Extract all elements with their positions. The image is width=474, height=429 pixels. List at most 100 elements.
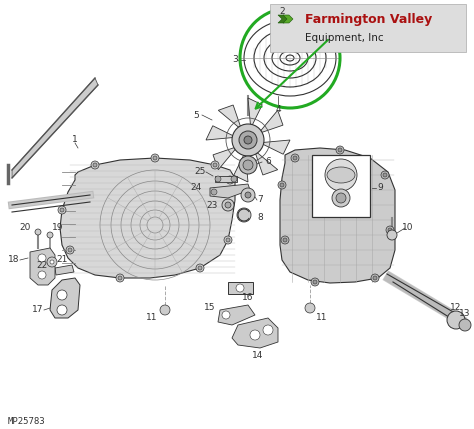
Circle shape [38, 271, 46, 279]
Text: 12: 12 [450, 303, 462, 312]
Circle shape [336, 146, 344, 154]
Circle shape [66, 246, 74, 254]
Circle shape [241, 188, 255, 202]
Polygon shape [280, 148, 395, 283]
Circle shape [151, 154, 159, 162]
Circle shape [211, 189, 217, 195]
Text: 3: 3 [232, 55, 238, 64]
Circle shape [57, 290, 67, 300]
Circle shape [243, 160, 253, 170]
Text: 8: 8 [257, 214, 263, 223]
Circle shape [263, 325, 273, 335]
Circle shape [91, 161, 99, 169]
Polygon shape [278, 15, 288, 23]
Circle shape [118, 276, 122, 280]
Text: 24: 24 [191, 184, 201, 193]
Circle shape [237, 208, 251, 222]
Text: 4: 4 [275, 106, 281, 115]
Text: 15: 15 [204, 303, 216, 312]
Text: 21: 21 [56, 256, 68, 265]
Text: 11: 11 [146, 314, 158, 323]
Polygon shape [210, 184, 250, 198]
Polygon shape [219, 105, 240, 127]
Text: 19: 19 [52, 224, 64, 233]
Text: 16: 16 [242, 293, 254, 302]
Circle shape [196, 264, 204, 272]
Circle shape [160, 305, 170, 315]
Text: 10: 10 [402, 224, 414, 233]
Circle shape [93, 163, 97, 167]
Text: 22: 22 [36, 260, 47, 269]
Circle shape [222, 199, 234, 211]
Circle shape [215, 176, 221, 182]
Circle shape [332, 189, 350, 207]
Text: 23: 23 [206, 200, 218, 209]
Circle shape [50, 260, 54, 264]
Circle shape [198, 266, 202, 270]
Text: 7: 7 [257, 196, 263, 205]
Polygon shape [232, 318, 278, 348]
Text: 14: 14 [252, 350, 264, 360]
Bar [270, 4, 466, 52]
Bar [312, 155, 370, 217]
Circle shape [283, 238, 287, 242]
Circle shape [373, 276, 377, 280]
Text: 6: 6 [265, 157, 271, 166]
Circle shape [250, 330, 260, 340]
Circle shape [371, 274, 379, 282]
Circle shape [224, 236, 232, 244]
Circle shape [153, 156, 157, 160]
Circle shape [338, 148, 342, 152]
Circle shape [387, 230, 397, 240]
Polygon shape [213, 148, 235, 170]
Circle shape [244, 136, 252, 144]
Circle shape [57, 305, 67, 315]
Circle shape [58, 206, 66, 214]
Bar [228, 282, 253, 294]
Circle shape [228, 178, 232, 182]
Circle shape [213, 163, 217, 167]
Polygon shape [206, 126, 233, 140]
Circle shape [278, 181, 286, 189]
Text: 20: 20 [19, 224, 31, 233]
Circle shape [447, 311, 465, 329]
Polygon shape [234, 155, 248, 182]
Circle shape [236, 284, 244, 292]
Circle shape [281, 236, 289, 244]
Bar [215, 176, 237, 182]
Circle shape [47, 257, 57, 267]
Circle shape [231, 176, 237, 182]
Circle shape [239, 131, 257, 149]
Circle shape [47, 232, 53, 238]
Circle shape [245, 192, 251, 198]
Text: 1: 1 [72, 136, 78, 145]
Circle shape [211, 161, 219, 169]
Polygon shape [261, 110, 283, 132]
Circle shape [383, 173, 387, 177]
Polygon shape [255, 153, 278, 175]
Circle shape [222, 311, 230, 319]
Circle shape [239, 156, 257, 174]
Circle shape [60, 208, 64, 212]
Text: Equipment, Inc: Equipment, Inc [305, 33, 383, 43]
Circle shape [325, 159, 357, 191]
Circle shape [226, 176, 234, 184]
Circle shape [313, 280, 317, 284]
Text: 25: 25 [194, 167, 206, 176]
Text: 11: 11 [316, 314, 328, 323]
Circle shape [291, 154, 299, 162]
Circle shape [38, 254, 46, 262]
Polygon shape [50, 278, 80, 318]
Circle shape [280, 183, 284, 187]
Text: 9: 9 [377, 184, 383, 193]
Circle shape [311, 278, 319, 286]
Circle shape [293, 156, 297, 160]
Polygon shape [30, 248, 55, 285]
Text: 18: 18 [8, 256, 20, 265]
Polygon shape [248, 98, 262, 125]
Text: 17: 17 [32, 305, 44, 314]
Text: 13: 13 [459, 308, 471, 317]
Polygon shape [55, 265, 74, 275]
Text: 2: 2 [279, 7, 285, 16]
Circle shape [336, 193, 346, 203]
